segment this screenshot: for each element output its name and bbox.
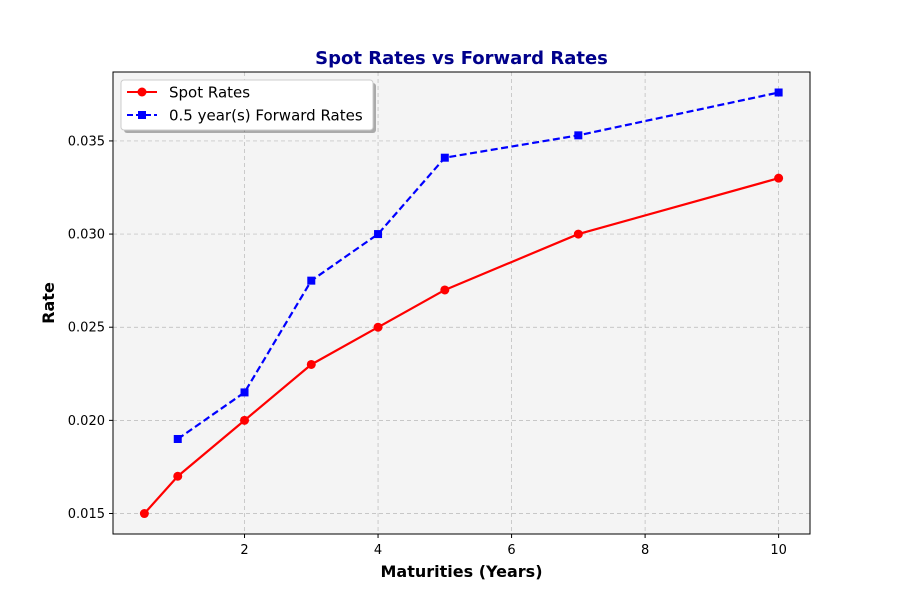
plot-area xyxy=(113,72,810,534)
series-1-point xyxy=(774,88,783,97)
series-1-point xyxy=(173,434,182,443)
series-1-point xyxy=(240,388,249,397)
series-0-point xyxy=(440,285,450,295)
x-tick-label: 2 xyxy=(240,543,248,558)
y-tick-label: 0.035 xyxy=(68,134,105,149)
legend-marker-forward xyxy=(138,111,146,119)
series-layer xyxy=(139,88,784,519)
legend-box xyxy=(120,79,374,131)
y-tick-label: 0.025 xyxy=(68,321,105,336)
series-0-point xyxy=(240,415,250,425)
series-line-0 xyxy=(143,177,779,515)
plot-frame xyxy=(112,71,811,535)
legend: Spot Rates 0.5 year(s) Forward Rates xyxy=(120,79,376,133)
series-0-point xyxy=(139,509,149,519)
chart-title: Spot Rates vs Forward Rates xyxy=(315,48,608,69)
legend-marker-spot xyxy=(137,87,147,97)
legend-label-forward: 0.5 year(s) Forward Rates xyxy=(169,107,363,125)
legend-label-spot: Spot Rates xyxy=(169,84,250,102)
series-0-point xyxy=(373,322,383,332)
x-axis-label: Maturities (Years) xyxy=(380,562,542,581)
y-tick-label: 0.030 xyxy=(68,228,105,243)
x-tick-label: 4 xyxy=(374,543,382,558)
grid xyxy=(113,72,810,534)
x-tick-label: 6 xyxy=(507,543,515,558)
series-1-point xyxy=(440,153,449,162)
ticks: 2 4 6 8 10 0.015 0.020 0.025 0.030 0.035 xyxy=(68,134,787,558)
y-axis-label: Rate xyxy=(39,282,58,324)
series-0-point xyxy=(306,359,316,369)
x-tick-label: 8 xyxy=(641,543,649,558)
y-tick-label: 0.020 xyxy=(68,414,105,429)
y-tick-label: 0.015 xyxy=(68,507,105,522)
series-1-point xyxy=(574,131,583,140)
series-0-point xyxy=(774,173,784,183)
x-tick-label: 10 xyxy=(770,543,787,558)
series-0-point xyxy=(173,471,183,481)
series-0-point xyxy=(573,229,583,239)
series-1-point xyxy=(307,276,316,285)
series-1-point xyxy=(374,230,383,239)
